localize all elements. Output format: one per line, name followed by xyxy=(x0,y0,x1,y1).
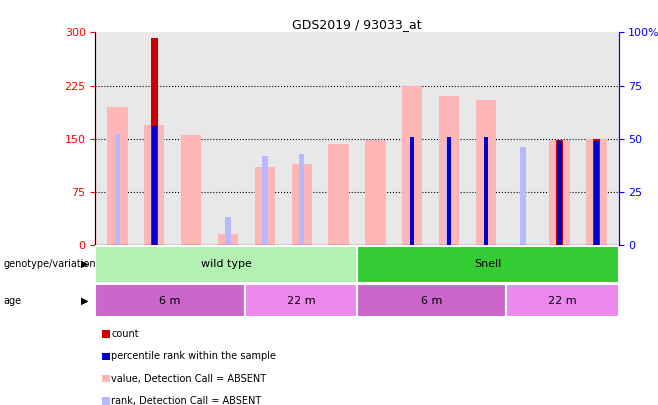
Bar xyxy=(594,141,599,245)
Bar xyxy=(556,140,563,245)
Bar xyxy=(291,164,312,245)
Bar xyxy=(114,134,120,245)
Bar xyxy=(95,246,357,283)
Text: genotype/variation: genotype/variation xyxy=(3,259,96,269)
Text: 6 m: 6 m xyxy=(159,296,181,306)
Bar xyxy=(151,38,158,245)
Bar xyxy=(586,139,607,245)
Text: value, Detection Call = ABSENT: value, Detection Call = ABSENT xyxy=(111,374,266,384)
Bar xyxy=(357,284,507,317)
Text: wild type: wild type xyxy=(201,259,251,269)
Bar xyxy=(328,144,349,245)
Bar xyxy=(107,107,128,245)
Bar xyxy=(484,136,488,245)
Bar xyxy=(245,284,357,317)
Bar xyxy=(95,284,245,317)
Bar xyxy=(557,141,562,245)
Text: 22 m: 22 m xyxy=(548,296,577,306)
Bar xyxy=(507,284,619,317)
Title: GDS2019 / 93033_at: GDS2019 / 93033_at xyxy=(292,18,422,31)
Bar xyxy=(365,140,386,245)
Bar xyxy=(299,153,305,245)
Text: age: age xyxy=(3,296,22,306)
Bar xyxy=(549,140,570,245)
Bar xyxy=(476,100,496,245)
Bar xyxy=(446,141,452,245)
Bar xyxy=(152,126,157,245)
Bar xyxy=(262,156,268,245)
Text: 6 m: 6 m xyxy=(421,296,442,306)
Bar xyxy=(255,167,275,245)
Bar xyxy=(402,85,422,245)
Bar xyxy=(144,125,164,245)
Bar xyxy=(447,136,451,245)
Bar xyxy=(593,139,599,245)
Text: ▶: ▶ xyxy=(82,296,89,306)
Bar xyxy=(357,246,619,283)
Bar xyxy=(225,217,231,245)
Text: rank, Detection Call = ABSENT: rank, Detection Call = ABSENT xyxy=(111,396,262,405)
Text: 22 m: 22 m xyxy=(287,296,315,306)
Bar xyxy=(181,135,201,245)
Bar xyxy=(439,96,459,245)
Text: Snell: Snell xyxy=(474,259,501,269)
Bar xyxy=(520,147,526,245)
Text: count: count xyxy=(111,329,139,339)
Text: ▶: ▶ xyxy=(82,259,89,269)
Bar xyxy=(218,234,238,245)
Bar xyxy=(410,136,415,245)
Text: percentile rank within the sample: percentile rank within the sample xyxy=(111,352,276,361)
